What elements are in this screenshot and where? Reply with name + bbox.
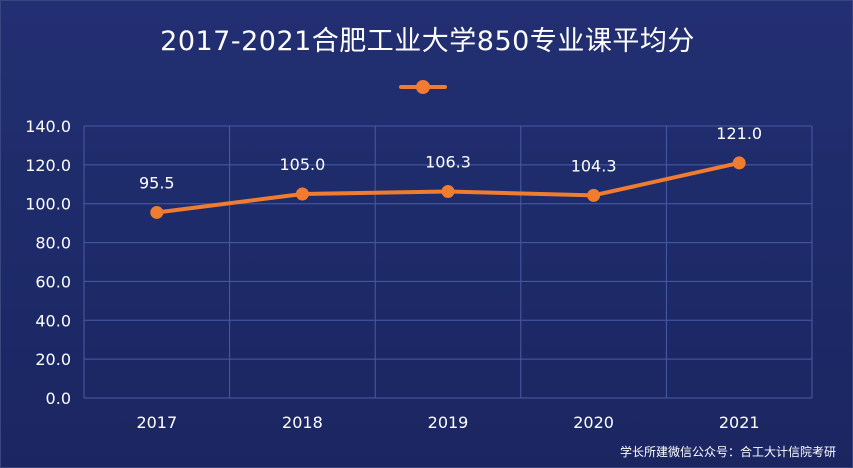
data-label: 104.3 — [571, 156, 617, 175]
data-label: 106.3 — [425, 152, 471, 171]
y-tick-label: 60.0 — [35, 272, 71, 291]
y-tick-label: 20.0 — [35, 350, 71, 369]
x-tick-label: 2017 — [136, 413, 177, 432]
chart-title: 2017-2021合肥工业大学850专业课平均分 — [160, 26, 695, 57]
data-point — [732, 156, 746, 170]
y-tick-label: 80.0 — [35, 234, 71, 253]
y-tick-label: 100.0 — [25, 195, 71, 214]
watermark-text: 学长所建微信公众号：合工大计信院考研 — [619, 445, 836, 459]
data-label: 95.5 — [139, 173, 175, 192]
y-tick-label: 40.0 — [35, 311, 71, 330]
y-tick-label: 140.0 — [25, 117, 71, 136]
x-tick-label: 2020 — [573, 413, 614, 432]
data-point — [150, 205, 164, 219]
data-point — [441, 184, 455, 198]
legend-marker — [416, 80, 430, 94]
x-tick-label: 2021 — [719, 413, 760, 432]
x-tick-label: 2018 — [282, 413, 323, 432]
data-label: 105.0 — [279, 155, 325, 174]
data-point — [587, 188, 601, 202]
data-label: 121.0 — [716, 124, 762, 143]
y-tick-label: 0.0 — [46, 389, 71, 408]
data-point — [295, 187, 309, 201]
y-tick-label: 120.0 — [25, 156, 71, 175]
x-tick-label: 2019 — [428, 413, 469, 432]
